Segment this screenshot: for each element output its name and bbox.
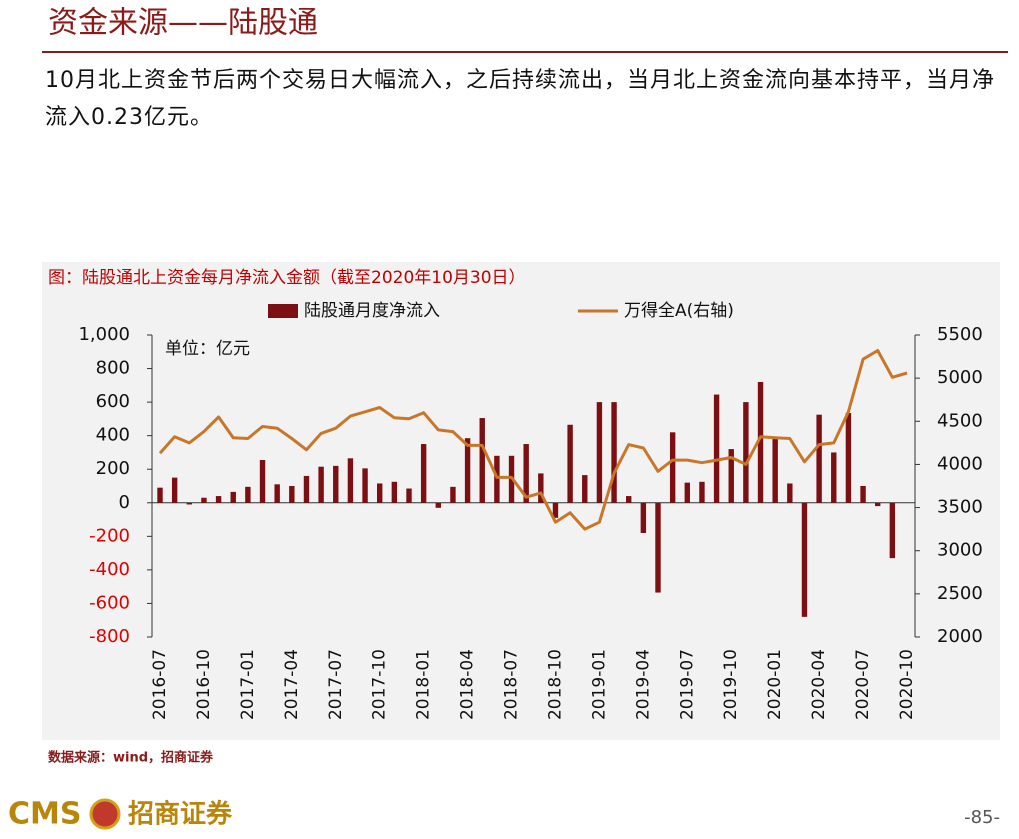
bar xyxy=(362,468,367,502)
bar xyxy=(685,483,690,503)
bar xyxy=(626,496,631,503)
bar xyxy=(318,467,323,503)
bar xyxy=(816,415,821,503)
logo-company: 招商证券 xyxy=(128,799,233,830)
y2-tick-label: 3500 xyxy=(937,497,983,518)
body-text-box: 10月北上资金节后两个交易日大幅流入，之后持续流出，当月北上资金流向基本持平，当… xyxy=(45,62,1010,142)
source: 数据来源：wind，招商证券 xyxy=(48,750,214,766)
bar xyxy=(787,483,792,502)
bar xyxy=(743,402,748,503)
bar xyxy=(582,475,587,503)
y2-tick-label: 5500 xyxy=(937,324,983,345)
annotation: 单位：亿元 xyxy=(165,339,250,359)
bar xyxy=(611,402,616,503)
bar xyxy=(260,460,265,503)
bar xyxy=(348,458,353,502)
x-tick-label: 2020-04 xyxy=(809,649,829,720)
x-tick-label: 2019-07 xyxy=(677,649,697,720)
bar xyxy=(465,438,470,503)
y2-tick-label: 3000 xyxy=(937,540,983,561)
bar xyxy=(172,478,177,503)
y-tick-label: 0 xyxy=(119,492,130,513)
bar xyxy=(772,439,777,503)
bar xyxy=(274,484,279,502)
y2-tick-label: 4500 xyxy=(937,410,983,431)
bar xyxy=(699,482,704,503)
x-tick-label: 2016-10 xyxy=(194,649,214,720)
x-tick-label: 2018-07 xyxy=(502,649,522,720)
legend-label: 万得全A(右轴) xyxy=(624,301,734,321)
bar xyxy=(304,476,309,503)
bar xyxy=(157,488,162,503)
y-tick-label: -400 xyxy=(89,559,130,580)
logo-icon xyxy=(91,800,119,828)
legend-swatch xyxy=(268,304,298,318)
x-tick-label: 2019-01 xyxy=(589,649,609,720)
bar xyxy=(480,418,485,503)
x-tick-label: 2017-07 xyxy=(326,649,346,720)
y-tick-label: 600 xyxy=(96,391,130,412)
bar xyxy=(670,432,675,502)
slide-title: 资金来源——陆股通 xyxy=(48,6,318,41)
x-tick-label: 2020-07 xyxy=(853,649,873,720)
bar xyxy=(802,503,807,617)
bar xyxy=(216,496,221,503)
x-tick-label: 2019-10 xyxy=(721,649,741,720)
bar xyxy=(494,456,499,503)
y-tick-label: 400 xyxy=(96,425,130,446)
legend-label: 陆股通月度净流入 xyxy=(304,301,440,321)
y-tick-label: -800 xyxy=(89,626,130,647)
y-tick-label: 800 xyxy=(96,358,130,379)
bar xyxy=(641,503,646,533)
bar xyxy=(450,487,455,503)
x-tick-label: 2017-01 xyxy=(238,649,258,720)
x-tick-label: 2020-10 xyxy=(897,649,917,720)
bar xyxy=(421,444,426,503)
bar xyxy=(436,503,441,508)
bar xyxy=(245,487,250,503)
y-tick-label: 1,000 xyxy=(78,324,130,345)
bar xyxy=(406,489,411,503)
bar xyxy=(187,503,192,505)
bar xyxy=(289,486,294,503)
bar xyxy=(567,425,572,503)
x-tick-label: 2016-07 xyxy=(150,649,170,720)
bar xyxy=(392,482,397,503)
bar xyxy=(231,492,236,503)
x-tick-label: 2020-01 xyxy=(765,649,785,720)
y2-tick-label: 2000 xyxy=(937,626,983,647)
x-tick-label: 2017-04 xyxy=(282,649,302,720)
bar xyxy=(846,413,851,503)
bar xyxy=(875,503,880,506)
y2-tick-label: 2500 xyxy=(937,583,983,604)
x-tick-label: 2018-04 xyxy=(458,649,478,720)
bar xyxy=(714,395,719,503)
x-tick-label: 2018-10 xyxy=(545,649,565,720)
y-tick-label: -600 xyxy=(89,592,130,613)
bar xyxy=(201,498,206,503)
bar xyxy=(655,503,660,593)
bar xyxy=(333,466,338,503)
y2-tick-label: 4000 xyxy=(937,453,983,474)
y-tick-label: -200 xyxy=(89,525,130,546)
bar xyxy=(860,486,865,503)
bar xyxy=(597,402,602,503)
x-tick-label: 2017-10 xyxy=(370,649,390,720)
x-tick-label: 2019-04 xyxy=(633,649,653,720)
page-number: -85- xyxy=(964,807,1000,828)
y2-tick-label: 5000 xyxy=(937,367,983,388)
x-tick-label: 2018-01 xyxy=(414,649,434,720)
bar xyxy=(890,503,895,558)
y-tick-label: 200 xyxy=(96,458,130,479)
bar xyxy=(377,483,382,502)
chart-title: 图：陆股通北上资金每月净流入金额（截至2020年10月30日） xyxy=(48,268,526,288)
bar xyxy=(831,452,836,502)
body-text: 10月北上资金节后两个交易日大幅流入，之后持续流出，当月北上资金流向基本持平，当… xyxy=(45,62,1010,136)
logo-text: CMS xyxy=(8,797,81,832)
